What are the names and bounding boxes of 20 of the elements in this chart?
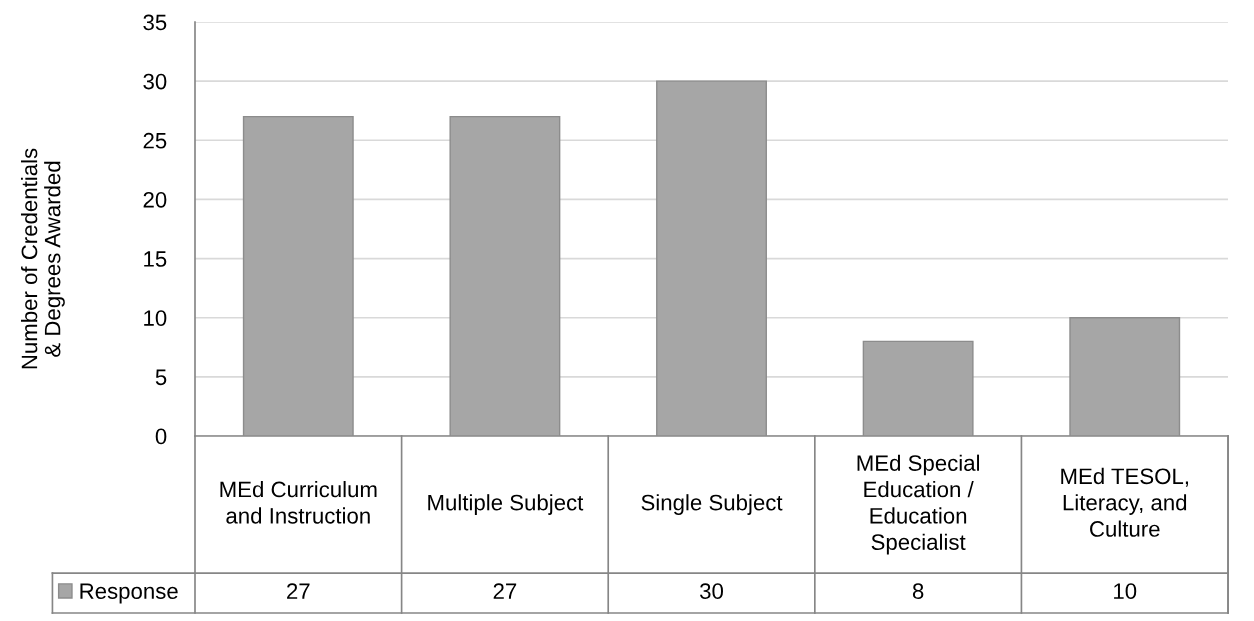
x-tick-label: Single Subject bbox=[641, 494, 783, 515]
x-tick-label: MEd Curriculum and Instruction bbox=[220, 480, 377, 524]
data-label: 8 bbox=[912, 583, 924, 600]
x-tick-label: MEd Special Education / Education Specialist bbox=[857, 454, 980, 555]
x-tick-label: MEd TESOL, Literacy, and Culture bbox=[1061, 467, 1188, 537]
y-tick-label: 30 bbox=[143, 73, 167, 90]
data-label: 10 bbox=[1114, 583, 1137, 600]
y-tick-label: 10 bbox=[144, 310, 167, 326]
data-label: 27 bbox=[287, 583, 310, 599]
y-axis-title: Number of Credentials & Degrees Awarded bbox=[20, 148, 65, 369]
data-label: 27 bbox=[493, 583, 517, 599]
y-tick-label: 25 bbox=[143, 132, 167, 149]
x-tick-label: Multiple Subject bbox=[428, 494, 584, 515]
y-tick-label: 35 bbox=[143, 14, 167, 31]
y-tick-label: 20 bbox=[143, 191, 167, 208]
y-tick-label: 15 bbox=[144, 251, 167, 267]
y-tick-label: 5 bbox=[155, 369, 167, 386]
data-label: 30 bbox=[700, 583, 724, 600]
legend-label: Response bbox=[80, 583, 178, 604]
y-tick-label: 0 bbox=[155, 428, 167, 445]
